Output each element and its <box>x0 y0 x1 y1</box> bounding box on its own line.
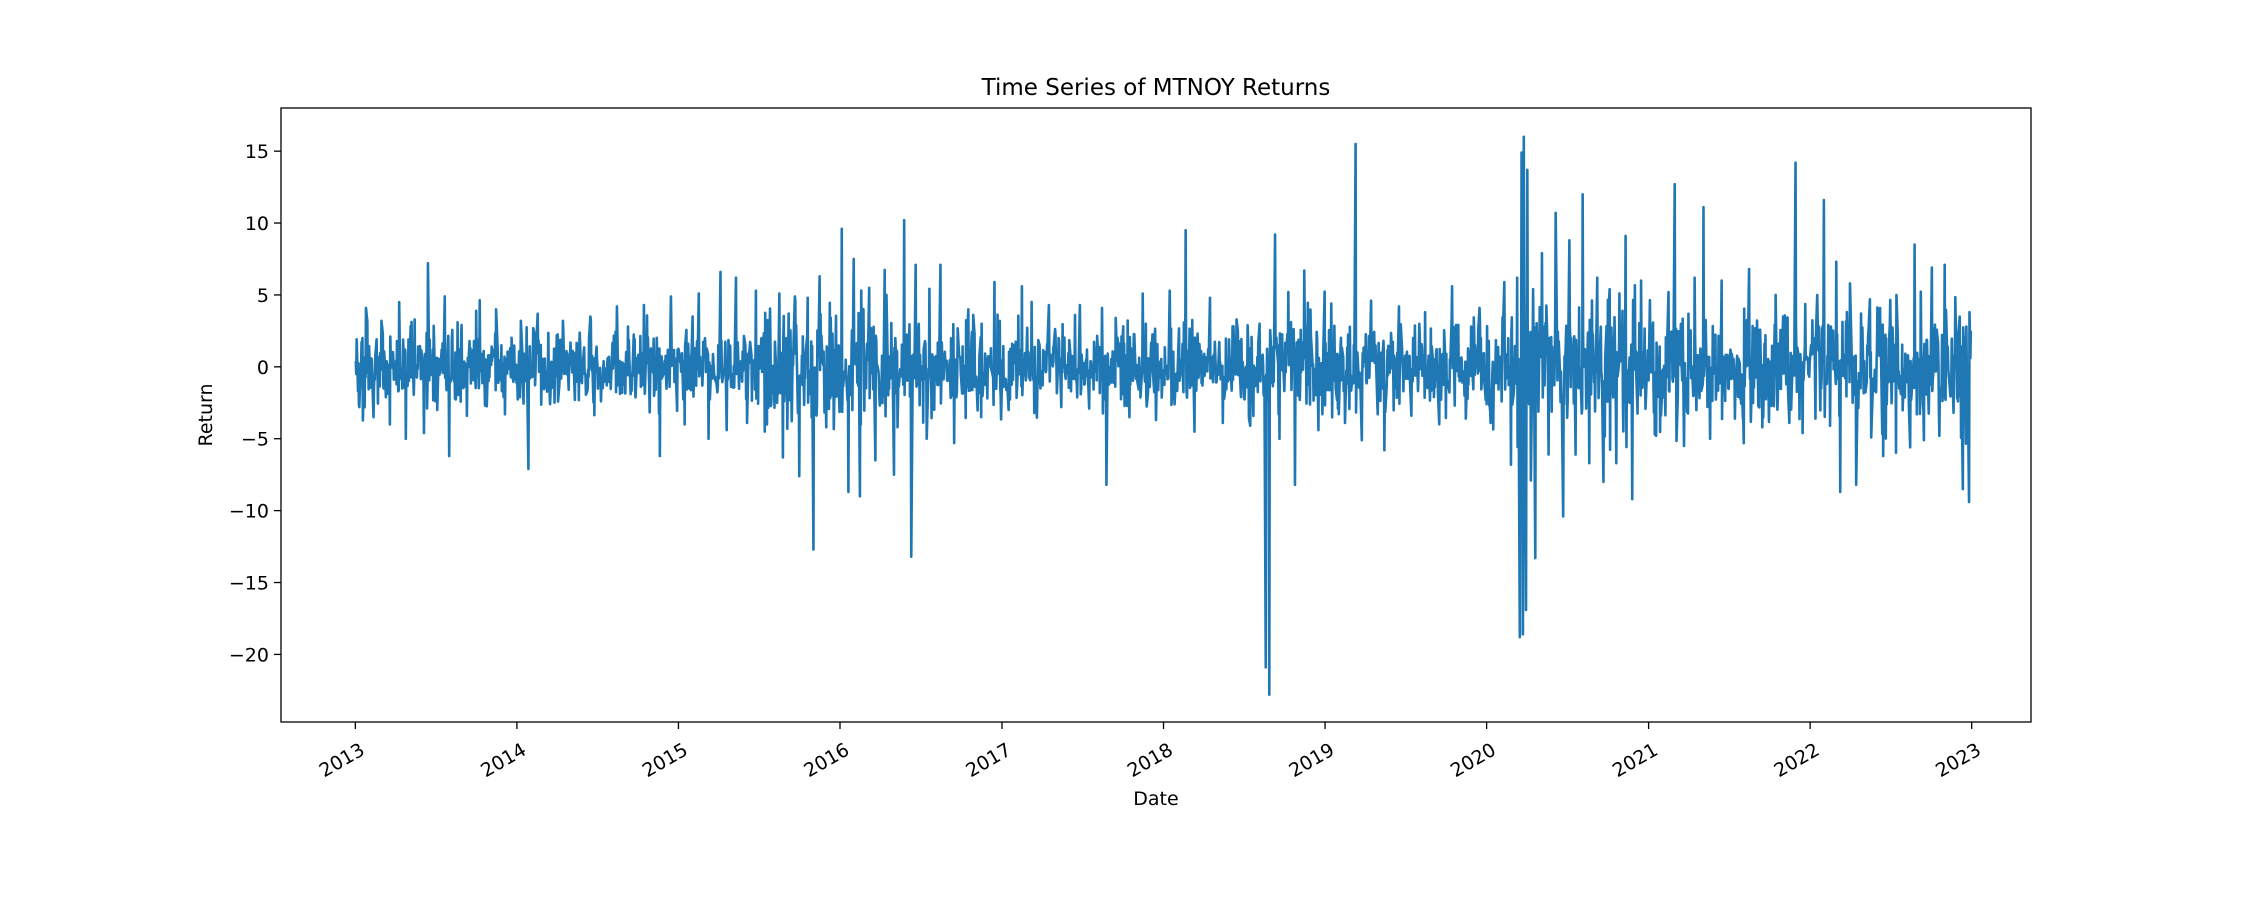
y-tick-label: −10 <box>229 501 269 523</box>
y-tick-label: −5 <box>241 429 269 451</box>
y-tick-label: 0 <box>257 357 269 379</box>
y-axis: 15 10 5 0 −5 −10 −15 −20 <box>229 141 281 666</box>
y-axis-label: Return <box>195 383 217 446</box>
chart-title: Time Series of MTNOY Returns <box>981 75 1331 101</box>
series-line <box>354 135 1973 696</box>
plot-frame <box>280 107 2032 723</box>
plot-layer <box>354 135 1973 696</box>
y-tick-label: 5 <box>257 285 269 307</box>
y-tick-label: 15 <box>245 141 269 163</box>
y-tick-label: −15 <box>229 573 269 595</box>
y-tick-label: 10 <box>245 213 269 235</box>
x-axis-label: Date <box>1133 788 1178 810</box>
y-tick-label: −20 <box>229 644 269 666</box>
